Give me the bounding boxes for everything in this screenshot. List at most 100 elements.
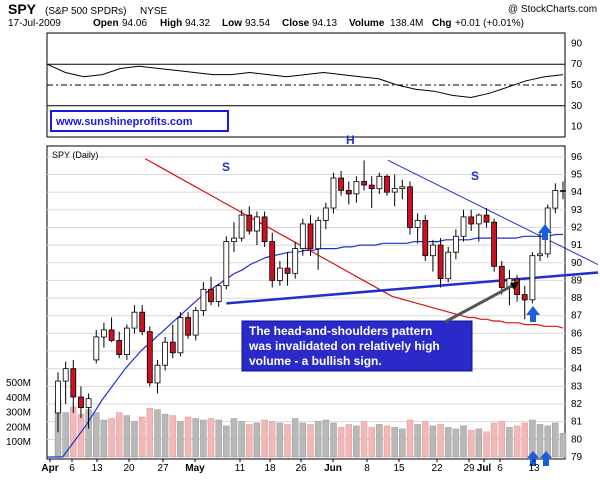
candle: [345, 181, 352, 205]
volume-bar: [330, 422, 337, 458]
price-tick-labels: 96 95 94 93 92 91 90 89 88 87 86 85 84 83 82 81 80 79: [571, 152, 583, 463]
volume-bar: [337, 427, 345, 458]
breakout-arrow-lower: [526, 306, 540, 322]
price-tick-79: 79: [571, 452, 583, 463]
rsi-tick-30: 30: [571, 101, 583, 112]
candle: [399, 179, 406, 200]
candle: [422, 215, 429, 262]
price-tick-82: 82: [571, 399, 583, 410]
volume-bar: [475, 428, 483, 458]
x-label-11: 15: [393, 463, 405, 474]
candle: [322, 202, 329, 230]
volume-bar: [253, 422, 261, 458]
candle: [498, 261, 505, 295]
price-tick-92: 92: [571, 222, 583, 233]
candle: [299, 218, 306, 256]
annotation-line-3: volume - a bullish sign.: [249, 354, 382, 368]
x-label-7: 18: [264, 463, 276, 474]
volume-bar: [437, 424, 444, 458]
candle: [192, 306, 199, 341]
candle: [139, 305, 146, 336]
candle: [292, 241, 299, 279]
volume-bar: [467, 430, 475, 458]
header-low-value: 93.54: [245, 18, 270, 29]
rsi-tick-labels: 90 70 50 30 10: [571, 38, 583, 132]
price-tick-81: 81: [571, 417, 583, 428]
volume-bar: [552, 422, 559, 458]
volume-bar: [429, 425, 437, 458]
volume-bar: [284, 424, 291, 458]
volume-bar: [490, 422, 498, 458]
volume-bar: [521, 422, 528, 458]
volume-bar: [230, 418, 238, 458]
candle: [315, 216, 322, 270]
volume-tick-100M: 100M: [6, 437, 31, 448]
volume-tick-400M: 400M: [6, 393, 31, 404]
candle: [55, 372, 61, 433]
volume-bars: [54, 400, 567, 458]
candle: [169, 324, 176, 359]
rsi-tick-10: 10: [571, 122, 583, 133]
neckline-trendline: [226, 271, 599, 305]
volume-bar: [406, 419, 414, 458]
candle: [238, 209, 245, 242]
candle: [460, 209, 467, 242]
candle: [330, 172, 337, 214]
moving-average-short-line: [47, 233, 563, 458]
volume-bar: [154, 409, 161, 458]
volume-bar: [368, 427, 375, 458]
candle: [353, 176, 360, 203]
x-label-10: 8: [364, 463, 370, 474]
volume-tick-labels: 500M 400M 300M 200M 100M: [6, 378, 31, 448]
header-volume-value: 138.4M: [390, 18, 423, 29]
price-tick-93: 93: [571, 205, 583, 216]
price-tick-80: 80: [571, 434, 583, 445]
candle: [407, 181, 413, 235]
volume-bar: [261, 419, 268, 458]
x-label-9: Jun: [324, 463, 342, 474]
x-label-0: Apr: [41, 463, 58, 474]
annotation-pointer-head: [510, 282, 519, 290]
header-date: 17-Jul-2009: [8, 18, 61, 29]
candle: [483, 208, 490, 228]
volume-bar: [123, 415, 131, 458]
volume-bar: [444, 427, 452, 458]
volume-bar: [238, 421, 245, 458]
candle: [521, 285, 528, 320]
volume-bar: [115, 412, 123, 458]
volume-bar: [513, 425, 521, 458]
candle: [261, 211, 268, 247]
header-volume-label: Volume: [349, 18, 385, 29]
candle: [560, 181, 566, 200]
volume-bar: [192, 418, 199, 458]
volume-bar: [559, 433, 567, 458]
candle: [391, 174, 398, 207]
x-label-5: May: [185, 463, 205, 474]
descending-resistance-line: [387, 159, 599, 265]
price-panel-frame: [46, 145, 566, 460]
volume-bar: [383, 425, 391, 458]
volume-bar: [314, 421, 322, 458]
volume-bar: [307, 424, 314, 458]
price-tick-91: 91: [571, 240, 583, 251]
header-open-label: Open: [93, 18, 119, 29]
price-tick-84: 84: [571, 364, 583, 375]
candle: [146, 326, 153, 387]
volume-bar: [161, 413, 169, 458]
header-low-label: Low: [222, 18, 242, 29]
price-tick-90: 90: [571, 258, 583, 269]
rsi-line: [46, 63, 564, 99]
volume-arrows: [527, 451, 552, 466]
annotation-line-2: was invalidated on relatively high: [248, 339, 440, 353]
candle: [376, 172, 383, 194]
candle: [85, 393, 92, 429]
annotation-pointer: [444, 280, 520, 324]
candle: [223, 236, 230, 290]
candle: [437, 238, 444, 288]
volume-bar: [299, 422, 307, 458]
header-chg-value: +0.01 (+0.01%): [455, 18, 524, 29]
candle: [269, 232, 276, 288]
candle: [93, 329, 100, 364]
volume-bar: [498, 421, 506, 458]
volume-tick-200M: 200M: [6, 422, 31, 433]
